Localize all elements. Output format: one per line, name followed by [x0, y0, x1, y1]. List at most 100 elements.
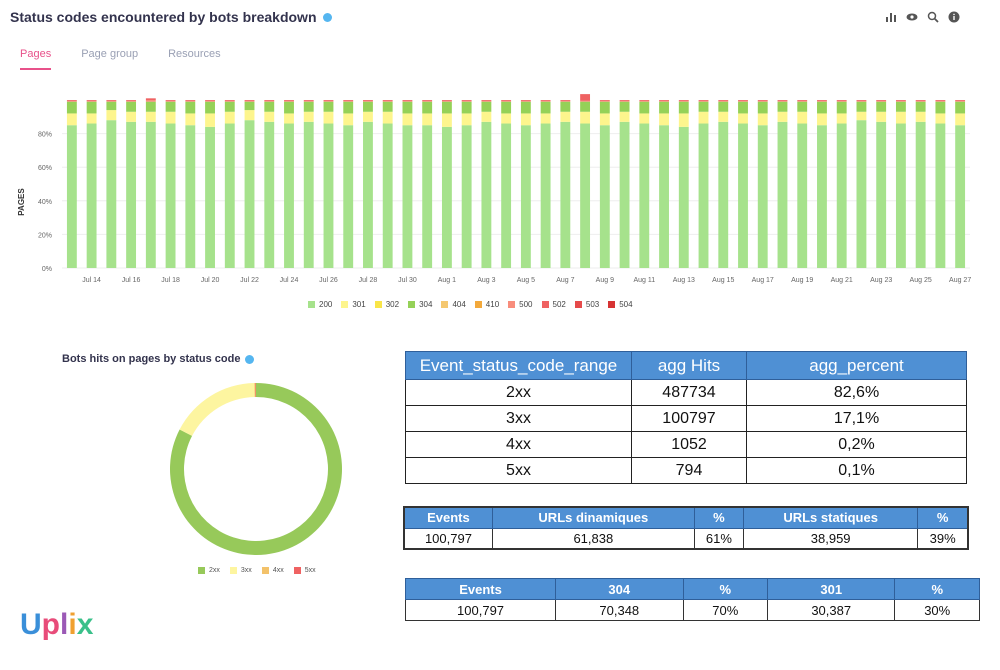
bar-segment-500[interactable]	[698, 100, 709, 102]
bar-segment-301[interactable]	[422, 113, 433, 126]
info-circle-icon[interactable]	[948, 11, 960, 23]
bar-segment-301[interactable]	[481, 111, 492, 122]
bar-segment-200[interactable]	[935, 123, 946, 268]
bar-segment-301[interactable]	[363, 111, 373, 122]
bar-segment-502[interactable]	[935, 100, 946, 101]
bar-segment-304[interactable]	[106, 101, 117, 111]
bar-segment-301[interactable]	[619, 111, 630, 122]
bar-segment-500[interactable]	[126, 100, 137, 102]
bar-segment-304[interactable]	[876, 101, 887, 112]
bar-segment-200[interactable]	[797, 123, 808, 268]
bar-segment-502[interactable]	[757, 100, 768, 101]
bar-segment-500[interactable]	[382, 100, 393, 102]
bar-segment-200[interactable]	[86, 123, 97, 268]
zoom-icon[interactable]	[927, 11, 939, 23]
bar-segment-301[interactable]	[303, 111, 314, 122]
bar-segment-304[interactable]	[303, 101, 314, 112]
bar-segment-500[interactable]	[895, 100, 906, 102]
legend-item-301[interactable]: 301	[341, 300, 366, 309]
bar-segment-304[interactable]	[145, 101, 156, 112]
bar-segment-200[interactable]	[165, 123, 176, 268]
bar-segment-500[interactable]	[659, 100, 669, 102]
bar-segment-500[interactable]	[955, 100, 966, 102]
bar-segment-304[interactable]	[797, 101, 808, 112]
bar-segment-200[interactable]	[856, 120, 867, 268]
bar-segment-301[interactable]	[639, 113, 650, 124]
bar-segment-304[interactable]	[580, 101, 591, 112]
legend-item-410[interactable]: 410	[474, 300, 499, 309]
bar-segment-200[interactable]	[284, 123, 294, 268]
bar-segment-304[interactable]	[619, 101, 630, 112]
bar-segment-200[interactable]	[777, 121, 788, 268]
bar-segment-200[interactable]	[461, 125, 472, 268]
bar-segment-301[interactable]	[895, 111, 906, 124]
bar-segment-304[interactable]	[757, 101, 768, 114]
info-icon[interactable]	[322, 12, 332, 22]
bar-segment-301[interactable]	[343, 113, 354, 126]
tab-resources[interactable]: Resources	[168, 48, 221, 60]
donut-legend-item-3xx[interactable]: 3xx	[229, 567, 252, 574]
bar-segment-500[interactable]	[86, 100, 97, 102]
bar-segment-200[interactable]	[441, 126, 452, 268]
bar-segment-200[interactable]	[501, 123, 512, 268]
bar-segment-500[interactable]	[718, 100, 729, 102]
bar-segment-200[interactable]	[244, 120, 255, 268]
bar-segment-304[interactable]	[363, 101, 373, 112]
bar-segment-502[interactable]	[343, 100, 354, 101]
bar-segment-500[interactable]	[619, 100, 630, 102]
bar-segment-301[interactable]	[698, 111, 709, 124]
bar-segment-200[interactable]	[678, 126, 689, 268]
bar-segment-500[interactable]	[106, 100, 117, 102]
bar-segment-200[interactable]	[106, 120, 117, 268]
bar-segment-304[interactable]	[441, 101, 452, 114]
bar-segment-200[interactable]	[264, 121, 275, 268]
bar-segment-304[interactable]	[343, 101, 354, 114]
bar-segment-301[interactable]	[501, 113, 512, 124]
legend-item-302[interactable]: 302	[374, 300, 399, 309]
bar-segment-200[interactable]	[66, 125, 77, 268]
bar-segment-304[interactable]	[718, 101, 729, 112]
bar-segment-304[interactable]	[520, 101, 531, 114]
donut-slice-5xx[interactable]	[255, 383, 256, 398]
bar-segment-200[interactable]	[817, 125, 827, 268]
bar-segment-500[interactable]	[915, 100, 926, 102]
bar-segment-304[interactable]	[738, 101, 748, 114]
bar-segment-301[interactable]	[599, 113, 610, 126]
bar-segment-502[interactable]	[520, 100, 531, 101]
bar-segment-200[interactable]	[402, 125, 413, 268]
bar-segment-502[interactable]	[599, 100, 610, 101]
bar-segment-304[interactable]	[935, 101, 946, 114]
donut-legend-item-5xx[interactable]: 5xx	[293, 567, 316, 574]
bar-segment-500[interactable]	[836, 100, 847, 102]
bar-segment-502[interactable]	[126, 100, 137, 101]
bar-segment-200[interactable]	[876, 121, 887, 268]
bar-segment-304[interactable]	[126, 101, 137, 112]
bar-segment-500[interactable]	[817, 100, 827, 102]
bar-segment-301[interactable]	[836, 113, 847, 124]
bar-segment-500[interactable]	[224, 100, 235, 102]
bar-segment-502[interactable]	[106, 100, 117, 101]
legend-item-503[interactable]: 503	[574, 300, 599, 309]
bar-segment-502[interactable]	[66, 100, 77, 101]
bar-segment-500[interactable]	[66, 100, 77, 102]
bar-segment-500[interactable]	[797, 100, 808, 102]
bar-segment-500[interactable]	[165, 100, 176, 102]
bar-segment-301[interactable]	[678, 113, 689, 127]
bar-segment-200[interactable]	[323, 123, 334, 268]
bar-segment-304[interactable]	[284, 101, 294, 114]
bar-segment-502[interactable]	[501, 100, 512, 101]
bar-segment-500[interactable]	[461, 100, 472, 102]
bar-segment-500[interactable]	[580, 100, 591, 102]
bar-segment-502[interactable]	[441, 100, 452, 101]
bar-segment-502[interactable]	[224, 100, 235, 101]
bar-segment-200[interactable]	[580, 123, 591, 268]
donut-legend-item-4xx[interactable]: 4xx	[261, 567, 284, 574]
bar-segment-500[interactable]	[185, 100, 196, 102]
bar-segment-502[interactable]	[461, 100, 472, 101]
bar-segment-502[interactable]	[718, 100, 729, 101]
bar-segment-500[interactable]	[856, 100, 867, 102]
bar-segment-301[interactable]	[520, 113, 531, 126]
bar-segment-301[interactable]	[915, 111, 926, 122]
bar-segment-502[interactable]	[284, 100, 294, 101]
bar-segment-502[interactable]	[363, 100, 373, 101]
